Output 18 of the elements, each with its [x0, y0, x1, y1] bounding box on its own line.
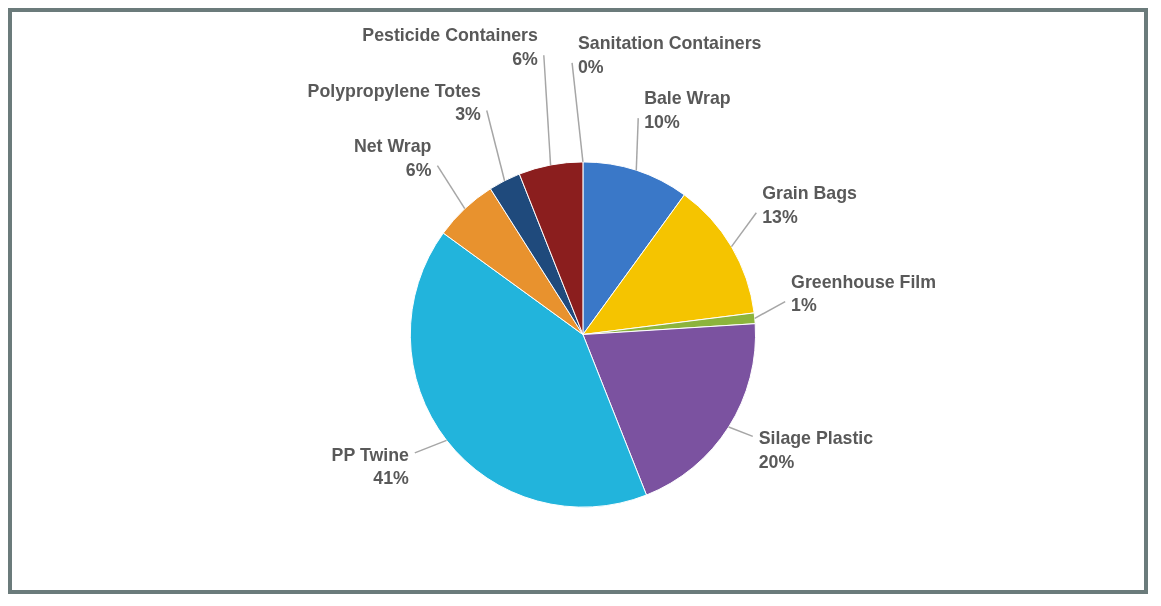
data-label: 10% — [644, 112, 680, 133]
slice-label: Grain Bags — [762, 182, 858, 203]
slice-label: Greenhouse Film — [791, 271, 937, 292]
data-label: 3% — [455, 104, 482, 125]
data-label: 6% — [512, 49, 539, 70]
data-label: 1% — [791, 295, 817, 316]
data-label: 13% — [762, 206, 798, 227]
text: 0% — [578, 56, 604, 77]
slice-label: Net Wrap — [353, 135, 432, 156]
data-label: 41% — [373, 468, 410, 489]
slice-label: PP Twine — [331, 444, 409, 465]
slice-label: Bale Wrap — [644, 88, 731, 109]
slice-label: Pesticide Containers — [362, 25, 539, 46]
slice-label: Silage Plastic — [758, 428, 874, 449]
category-label: Sanitation Containers — [578, 33, 762, 54]
slice-label: Polypropylene Totes — [307, 80, 481, 101]
data-label: 20% — [758, 451, 795, 472]
data-label: 6% — [405, 159, 432, 180]
